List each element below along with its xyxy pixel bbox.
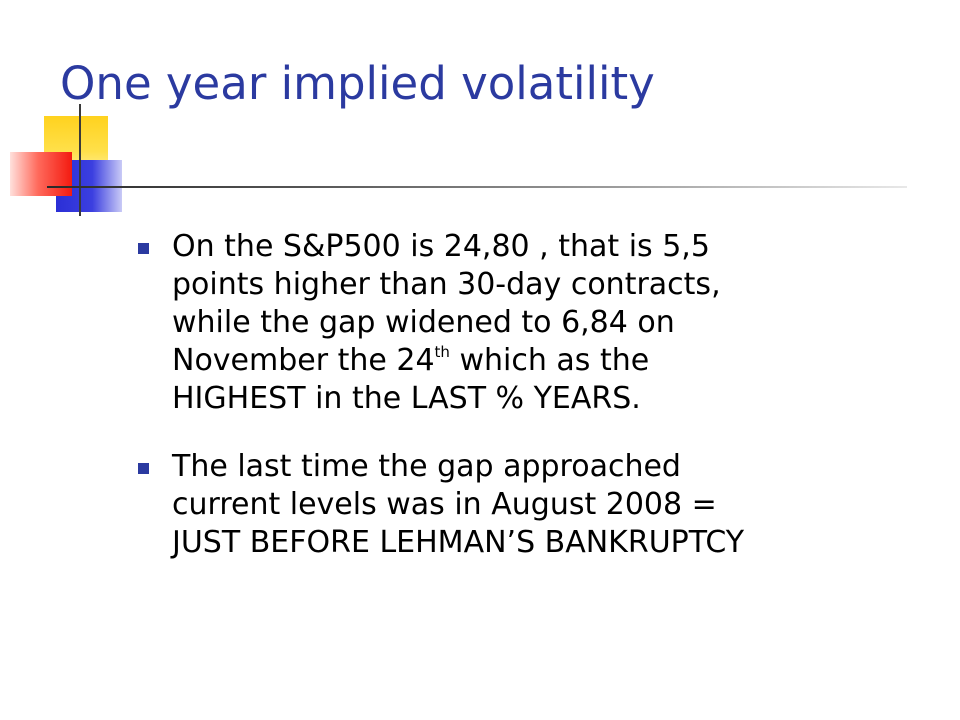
- bullet-text: On the S&P500 is 24,80 , that is 5,5 poi…: [172, 228, 916, 418]
- title-underline-rule: [47, 186, 907, 188]
- bullet-text: The last time the gap approached current…: [172, 448, 916, 562]
- bullet-item-1: On the S&P500 is 24,80 , that is 5,5 poi…: [136, 228, 916, 418]
- bullet-line: On the S&P500 is 24,80 , that is 5,5: [172, 229, 710, 264]
- slide-title: One year implied volatility: [60, 57, 655, 110]
- vertical-rule: [79, 104, 81, 216]
- bullet-line: JUST BEFORE LEHMAN’S BANKRUPTCY: [172, 525, 745, 560]
- square-bullet-icon: [138, 243, 149, 254]
- bullet-line: points higher than 30-day contracts,: [172, 267, 721, 302]
- bullet-line: November the 24: [172, 343, 435, 378]
- ordinal-superscript: th: [434, 343, 450, 361]
- bullet-line: which as the: [449, 343, 650, 378]
- square-bullet-icon: [138, 463, 149, 474]
- bullet-line: current levels was in August 2008 =: [172, 487, 717, 522]
- bullet-list: On the S&P500 is 24,80 , that is 5,5 poi…: [136, 228, 916, 592]
- bullet-line: while the gap widened to 6,84 on: [172, 305, 675, 340]
- bullet-line: The last time the gap approached: [172, 449, 681, 484]
- bullet-item-2: The last time the gap approached current…: [136, 448, 916, 562]
- decorative-corner-graphic: [0, 0, 960, 240]
- red-square-shape: [10, 152, 72, 196]
- bullet-line: HIGHEST in the LAST % YEARS.: [172, 381, 641, 416]
